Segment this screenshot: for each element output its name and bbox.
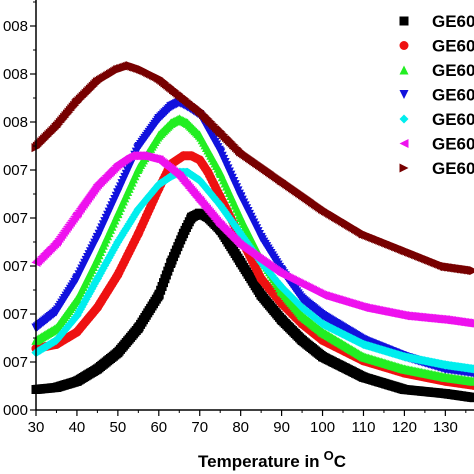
y-tick-label: 007	[3, 258, 28, 275]
legend-entry-1: GE60	[399, 12, 474, 31]
x-tick-label: 120	[392, 419, 417, 436]
legend-marker	[399, 16, 409, 26]
legend-label: GE60	[432, 12, 474, 31]
x-tick-label: 30	[28, 419, 45, 436]
series-1	[31, 208, 474, 403]
legend-entry-2: GE60	[399, 37, 474, 56]
x-axis-title-sup: O	[324, 448, 334, 463]
legend: GE60 GE60 GE60 GE60 GE60 GE60 GE60	[399, 12, 474, 178]
legend-marker	[399, 65, 409, 75]
legend-label: GE60	[432, 61, 474, 80]
legend-entry-4: GE60	[399, 86, 474, 105]
legend-entry-3: GE60	[399, 61, 474, 80]
legend-label: GE60	[432, 86, 474, 105]
x-tick-label: 60	[150, 419, 167, 436]
series-1-curve	[31, 208, 474, 403]
y-tick-label: 008	[3, 66, 28, 83]
x-tick-label: 50	[110, 419, 127, 436]
y-tick-label: 008	[3, 114, 28, 131]
axes: 30 40 50 60 70 80 90 100 110 120 130 000 007 007 007 00…	[3, 0, 474, 436]
legend-entry-7: GE60	[399, 159, 474, 178]
x-tick-label: 110	[352, 419, 376, 436]
legend-marker	[399, 41, 409, 51]
legend-marker	[399, 163, 409, 173]
y-tick-label: 008	[3, 18, 28, 35]
x-tick-label: 130	[433, 419, 458, 436]
legend-label: GE60	[432, 135, 474, 154]
x-axis-title-unit: C	[334, 452, 346, 471]
y-tick-label: 007	[3, 354, 28, 371]
legend-label: GE60	[432, 37, 474, 56]
x-tick-label: 70	[191, 419, 208, 436]
y-tick-label: 007	[3, 162, 28, 179]
x-axis-title: Temperature in OC	[198, 448, 346, 471]
x-tick-label: 90	[273, 419, 290, 436]
legend-label: GE60	[432, 110, 474, 129]
y-tick-label: 007	[3, 306, 28, 323]
legend-marker	[399, 114, 409, 124]
series-5	[31, 167, 474, 374]
legend-label: GE60	[432, 159, 474, 178]
series-7	[31, 61, 474, 276]
legend-marker	[399, 90, 409, 99]
plot-marks	[31, 61, 474, 403]
legend-marker	[399, 139, 409, 148]
series-6	[31, 151, 474, 328]
y-tick-label: 000	[3, 402, 28, 419]
series-2-curve	[31, 151, 474, 390]
y-tick-label: 007	[3, 210, 28, 227]
legend-entry-6: GE60	[399, 135, 474, 154]
legend-entry-5: GE60	[399, 110, 474, 129]
x-tick-label: 40	[69, 419, 86, 436]
x-tick-label: 80	[232, 419, 249, 436]
x-tick-label: 100	[310, 419, 335, 436]
x-axis-title-text: Temperature in	[198, 452, 320, 471]
